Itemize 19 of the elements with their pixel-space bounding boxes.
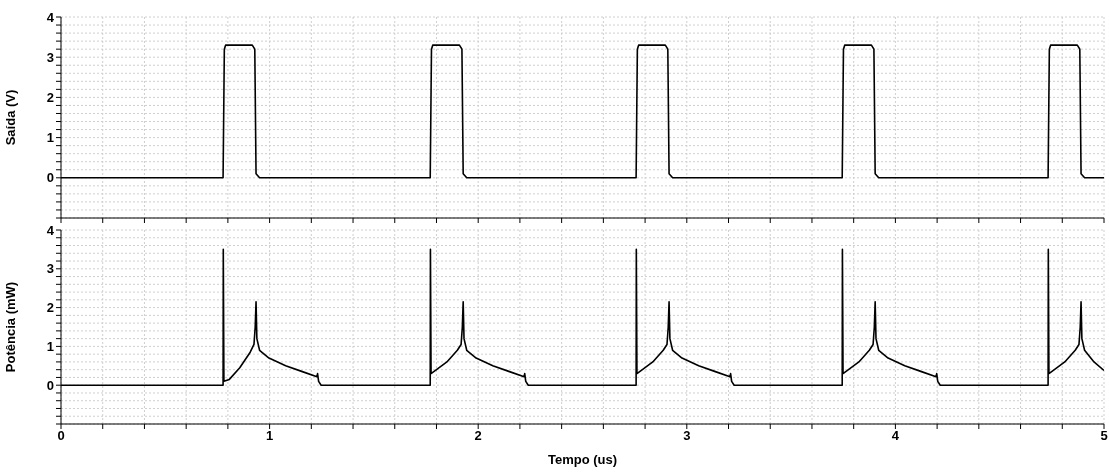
- x-tick-label: 4: [891, 428, 900, 444]
- y-tick-label: 3: [46, 49, 54, 65]
- y-tick-label: 1: [46, 339, 54, 355]
- x-tick-label: 0: [57, 428, 65, 444]
- x-tick-label: 3: [683, 428, 691, 444]
- y-tick-label: 3: [46, 261, 54, 277]
- y-tick-label: 4: [46, 9, 55, 25]
- y-axis-title: Potência (mW): [2, 281, 18, 373]
- x-tick-label: 2: [474, 428, 482, 444]
- y-tick-label: 2: [46, 90, 54, 106]
- y-tick-label: 1: [46, 130, 54, 146]
- x-tick-label: 5: [1100, 428, 1108, 444]
- y-tick-label: 0: [46, 170, 54, 186]
- x-tick-label: 1: [265, 428, 274, 444]
- y-tick-label: 2: [46, 300, 54, 316]
- x-axis-title: Tempo (us): [547, 452, 618, 467]
- y-tick-label: 0: [46, 377, 54, 393]
- y-axis-title: Saída (V): [2, 89, 18, 146]
- y-tick-label: 4: [46, 222, 55, 238]
